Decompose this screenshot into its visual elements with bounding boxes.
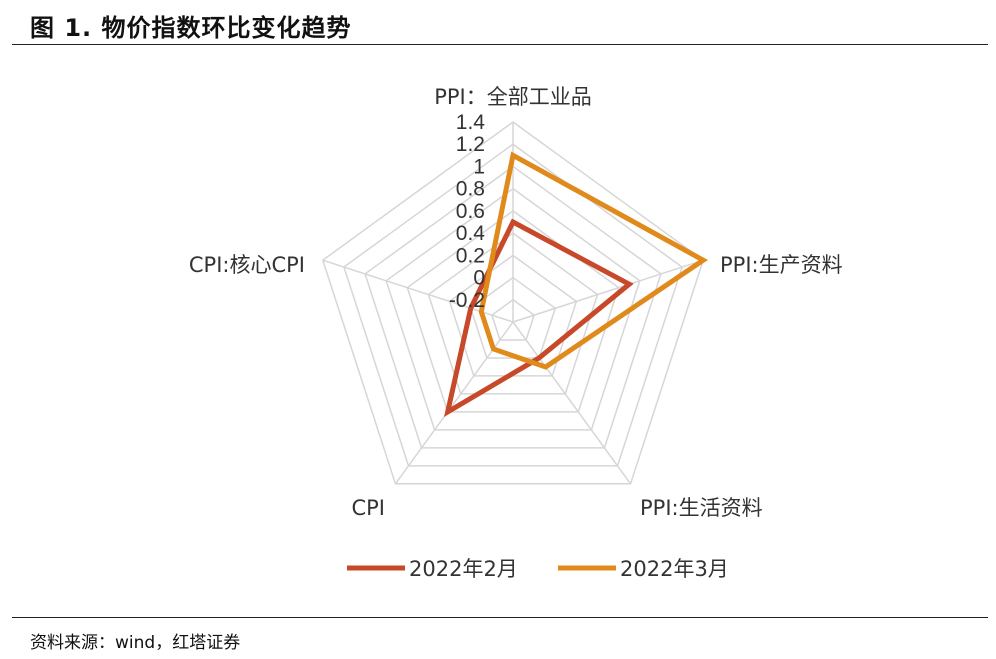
grid-ring (364, 165, 662, 449)
figure-title: 图 1. 物价指数环比变化趋势 (30, 14, 352, 42)
axis-label: PPI:生活资料 (640, 496, 763, 520)
source-note: 资料来源：wind，红塔证券 (30, 633, 241, 653)
grid-ring (406, 209, 620, 413)
radar-series (444, 151, 708, 417)
tick-label: 0.8 (456, 178, 485, 201)
axis-label: CPI (351, 496, 385, 520)
grid-spoke (512, 321, 632, 485)
radar-chart: -0.200.20.40.60.811.21.4 PPI：全部工业品 PPI:生产… (189, 85, 843, 581)
axis-label: CPI:核心CPI (189, 253, 305, 277)
radar-grid (321, 121, 705, 485)
grid-ring (490, 298, 536, 341)
legend-label: 2022年3月 (620, 557, 729, 581)
grid-ring (427, 232, 599, 395)
grid-ring (321, 121, 705, 485)
series-line (478, 151, 708, 370)
tick-label: 0.4 (456, 222, 486, 245)
tick-label: 0.2 (456, 244, 485, 267)
grid-ring (385, 187, 641, 431)
tick-label: 0.6 (456, 200, 485, 223)
bottom-divider (12, 617, 988, 618)
tick-label: -0.2 (449, 289, 485, 312)
radar-tick-labels: -0.200.20.40.60.811.21.4 (449, 111, 485, 312)
grid-ring (343, 143, 683, 467)
top-divider (12, 44, 988, 45)
axis-label: PPI:生产资料 (720, 253, 843, 277)
series-line (444, 218, 634, 417)
radar-axis-labels: PPI：全部工业品 PPI:生产资料 PPI:生活资料 CPI CPI:核心CPI (189, 85, 843, 520)
tick-label: 1 (473, 155, 485, 178)
legend-label: 2022年2月 (409, 557, 518, 581)
chart-legend: 2022年2月 2022年3月 (347, 557, 729, 581)
axis-label: PPI：全部工业品 (434, 85, 592, 109)
grid-spoke (512, 259, 704, 323)
tick-label: 1.2 (456, 133, 485, 156)
tick-label: 0 (473, 267, 485, 290)
grid-spoke (394, 321, 514, 485)
tick-label: 1.4 (456, 111, 486, 134)
